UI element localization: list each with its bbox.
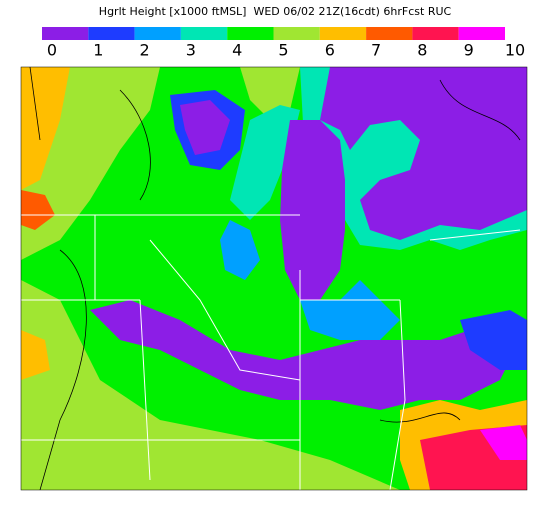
colorbar-swatch bbox=[273, 27, 320, 40]
field-area bbox=[220, 220, 260, 280]
map-field bbox=[21, 67, 527, 490]
field-area bbox=[280, 120, 345, 300]
map-title: Hgrlt Height [x1000 ftMSL] WED 06/02 21Z… bbox=[99, 5, 452, 18]
colorbar-label: 1 bbox=[93, 41, 103, 60]
field-area bbox=[90, 300, 520, 410]
colorbar: 0 1 2 3 4 5 6 7 8 9 10 bbox=[42, 27, 525, 60]
colorbar-swatch bbox=[319, 27, 367, 40]
colorbar-label: 3 bbox=[186, 41, 196, 60]
colorbar-label: 2 bbox=[140, 41, 150, 60]
colorbar-label: 8 bbox=[417, 41, 427, 60]
colorbar-label: 0 bbox=[47, 41, 57, 60]
map bbox=[20, 66, 528, 491]
colorbar-swatch bbox=[227, 27, 274, 40]
colorbar-swatch bbox=[134, 27, 181, 40]
colorbar-label: 6 bbox=[325, 41, 335, 60]
colorbar-swatch bbox=[366, 27, 413, 40]
field-area bbox=[300, 280, 400, 340]
field-area bbox=[21, 190, 55, 230]
colorbar-label: 5 bbox=[278, 41, 288, 60]
colorbar-swatch bbox=[42, 27, 89, 40]
state-border bbox=[21, 214, 521, 490]
colorbar-swatch bbox=[180, 27, 228, 40]
colorbar-label: 9 bbox=[464, 41, 474, 60]
colorbar-label: 10 bbox=[505, 41, 525, 60]
colorbar-swatch bbox=[412, 27, 459, 40]
field-area bbox=[21, 330, 50, 380]
colorbar-label: 7 bbox=[371, 41, 381, 60]
field-area bbox=[480, 425, 527, 460]
colorbar-swatch bbox=[88, 27, 135, 40]
field-area bbox=[460, 310, 527, 370]
colorbar-label: 4 bbox=[232, 41, 242, 60]
map-frame bbox=[20, 66, 528, 491]
field-area bbox=[21, 67, 70, 190]
field-area bbox=[320, 67, 527, 240]
field-area bbox=[180, 100, 230, 155]
field-area bbox=[230, 105, 300, 220]
field-area bbox=[21, 280, 400, 490]
contour-line bbox=[29, 67, 521, 490]
colorbar-swatch bbox=[458, 27, 505, 40]
